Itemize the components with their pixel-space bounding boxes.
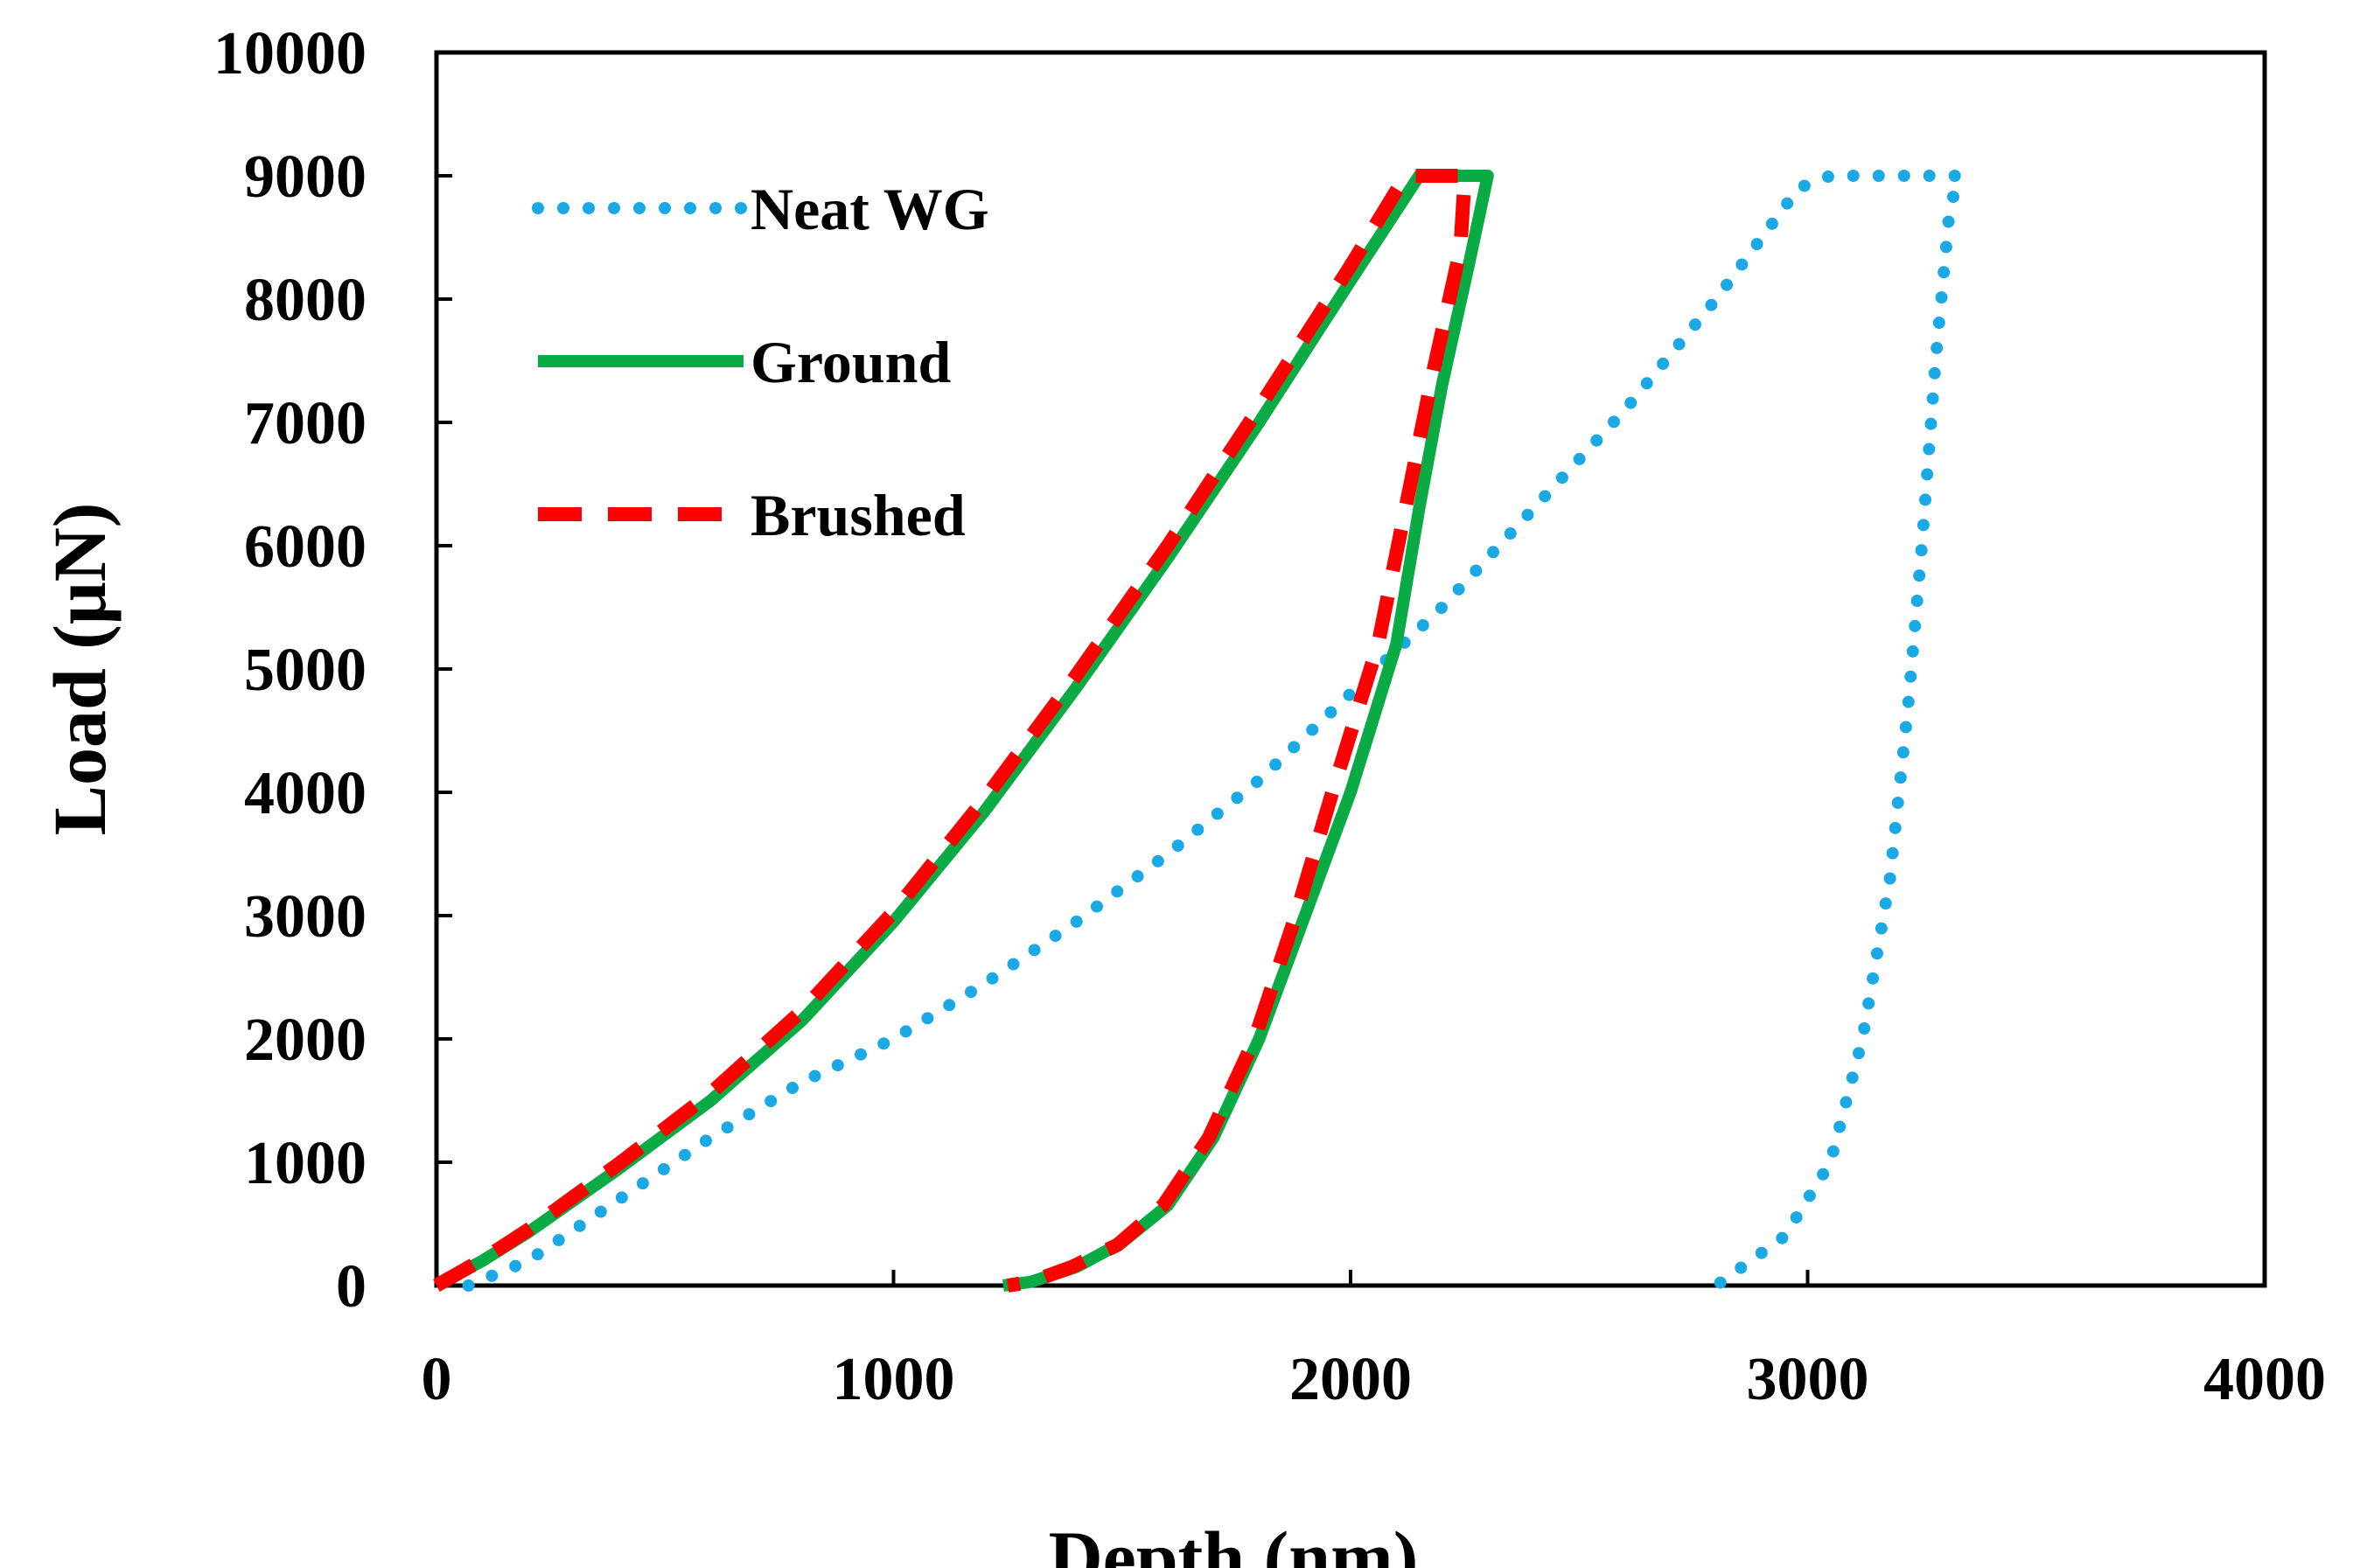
y-tick-label: 3000 bbox=[244, 883, 367, 951]
x-axis-title: Depth (nm) bbox=[1049, 1516, 1419, 1568]
y-tick-label: 9000 bbox=[244, 143, 367, 211]
axis-ticks bbox=[436, 174, 1810, 1286]
series-layer bbox=[433, 169, 1965, 1293]
axis-tick-labels: 0 1000 2000 3000 4000 5000 6000 7000 8000 9000 100… bbox=[213, 20, 2326, 1413]
legend-label-neat-wg: Neat WG bbox=[751, 176, 989, 242]
y-tick-label: 5000 bbox=[244, 637, 367, 704]
y-tick-label: 10000 bbox=[213, 20, 367, 87]
series-line-neat-wg bbox=[462, 170, 1965, 1292]
y-tick-label: 7000 bbox=[244, 390, 367, 457]
legend: Neat WG Ground Brushed bbox=[532, 176, 989, 548]
x-tick-label: 4000 bbox=[2203, 1346, 2326, 1413]
x-tick-label: 0 bbox=[422, 1346, 452, 1413]
legend-label-brushed: Brushed bbox=[751, 482, 966, 548]
legend-label-ground: Ground bbox=[751, 329, 951, 395]
x-tick-label: 2000 bbox=[1289, 1346, 1412, 1413]
y-tick-label: 8000 bbox=[244, 267, 367, 334]
x-tick-label: 3000 bbox=[1747, 1346, 1869, 1413]
y-axis-title: Load (μN) bbox=[38, 503, 122, 836]
y-tick-label: 2000 bbox=[244, 1007, 367, 1074]
y-tick-label: 0 bbox=[336, 1253, 367, 1321]
series-line-brushed bbox=[433, 169, 1472, 1293]
y-tick-label: 6000 bbox=[244, 513, 367, 581]
y-tick-label: 4000 bbox=[244, 760, 367, 827]
x-tick-label: 1000 bbox=[833, 1346, 955, 1413]
y-tick-label: 1000 bbox=[244, 1130, 367, 1197]
